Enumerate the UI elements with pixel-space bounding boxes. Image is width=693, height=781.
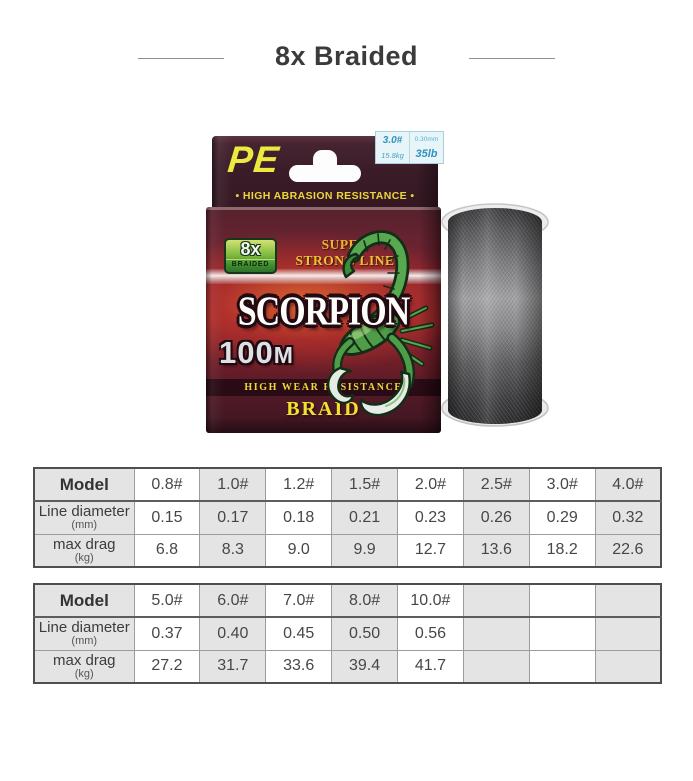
title-left-divider [138, 58, 224, 59]
badge-braided-label: BRAIDED [226, 259, 275, 270]
line-length-value: 100 [219, 335, 274, 370]
spec-row: Model 5.0# 6.0# 7.0# 8.0# 10.0# [33, 583, 662, 618]
spec-cell: 0.45 [265, 616, 333, 651]
spec-cell [528, 616, 596, 651]
spec-cell: 1.5# [331, 467, 398, 502]
spec-cell: 27.2 [133, 649, 201, 684]
spec-table-2: Model 5.0# 6.0# 7.0# 8.0# 10.0# Line diameter(… [33, 583, 662, 684]
braid-count-badge: 8x BRAIDED [224, 238, 277, 274]
spec-cell: 0.26 [462, 500, 530, 535]
page-title: 8x Braided [274, 41, 419, 71]
spec-cell: 0.23 [397, 500, 464, 535]
spec-cell: 10.0# [397, 583, 464, 618]
spec-cell: 0.15 [133, 500, 201, 535]
spec-cell [528, 583, 596, 618]
spool-photo [441, 203, 549, 427]
spec-cell: 0.8# [133, 467, 201, 502]
wear-resistance-label: HIGH WEAR RESISTANCE [206, 379, 441, 396]
row-label: Line diameter (mm) [33, 500, 135, 535]
spec-cell [594, 583, 662, 618]
spec-cell: 41.7 [397, 649, 464, 684]
line-length: 100M [219, 335, 294, 371]
hang-hole-notch [313, 150, 337, 168]
spec-row: Line diameter (mm) 0.15 0.17 0.18 0.21 0.23 0.2… [33, 500, 662, 535]
spec-cell: 6.0# [199, 583, 267, 618]
spec-cell [528, 649, 596, 684]
spec-cell: 0.18 [265, 500, 333, 535]
spec-cell [462, 616, 530, 651]
sticker-drag-lb: 35lb [415, 148, 438, 160]
scorpion-graphic [327, 230, 435, 417]
hang-hole [289, 150, 361, 182]
row-label: max drag (kg) [33, 649, 135, 684]
spec-cell: 9.0 [265, 533, 333, 568]
spec-row: max drag (kg) 27.2 31.7 33.6 39.4 41.7 [33, 649, 662, 684]
spec-row: max drag (kg) 6.8 8.3 9.0 9.9 12.7 13.6 18.2 22.6 [33, 533, 662, 568]
spec-cell: 0.50 [331, 616, 398, 651]
spec-cell: 0.37 [133, 616, 201, 651]
spec-cell: 9.9 [331, 533, 398, 568]
spec-cell: 8.3 [199, 533, 267, 568]
spec-cell: 0.21 [331, 500, 398, 535]
spec-table-1: Model 0.8# 1.0# 1.2# 1.5# 2.0# 2.5# 3.0# 4.0# Lin… [33, 467, 662, 568]
sticker-right-column: 0.30mm 35lb [410, 132, 443, 163]
spec-row: Model 0.8# 1.0# 1.2# 1.5# 2.0# 2.5# 3.0# 4.0# [33, 467, 662, 502]
row-label: max drag (kg) [33, 533, 135, 568]
spec-cell: 31.7 [199, 649, 267, 684]
title-right-divider [469, 58, 555, 59]
spec-cell: 13.6 [462, 533, 530, 568]
spec-cell [462, 583, 530, 618]
spec-cell: 2.5# [462, 467, 530, 502]
spec-cell [594, 649, 662, 684]
sticker-drag-kg: 15.8kg [381, 150, 404, 160]
spec-cell: 3.0# [528, 467, 596, 502]
spec-cell: 0.32 [594, 500, 662, 535]
spec-cell: 1.2# [265, 467, 333, 502]
spec-cell: 0.17 [199, 500, 267, 535]
spec-cell [594, 616, 662, 651]
spool-braid-body [448, 208, 542, 424]
spec-row: Line diameter (mm) 0.37 0.40 0.45 0.50 0.56 [33, 616, 662, 651]
brand-logo: PE [225, 139, 282, 180]
spec-cell: 6.8 [133, 533, 201, 568]
abrasion-resistance-label: • HIGH ABRASION RESISTANCE • [235, 190, 415, 202]
badge-8x-label: 8x [240, 239, 261, 259]
spec-cell: 12.7 [397, 533, 464, 568]
hang-hole-slot [289, 165, 361, 182]
spec-cell: 7.0# [265, 583, 333, 618]
product-box-front: 8x BRAIDED SUPER STRONG LINE [206, 207, 441, 433]
spec-cell: 0.56 [397, 616, 464, 651]
spec-cell: 39.4 [331, 649, 398, 684]
spec-cell: 4.0# [594, 467, 662, 502]
spec-cell: 0.40 [199, 616, 267, 651]
sticker-left-column: 3.0# 15.8kg [376, 132, 410, 163]
spec-cell: 1.0# [199, 467, 267, 502]
row-label: Line diameter (mm) [33, 616, 135, 651]
spec-cell: 8.0# [331, 583, 398, 618]
spec-cell: 33.6 [265, 649, 333, 684]
spec-cell: 22.6 [594, 533, 662, 568]
spec-cell: 0.29 [528, 500, 596, 535]
spec-cell: 5.0# [133, 583, 201, 618]
sticker-model: 3.0# [382, 135, 403, 147]
spec-cell [462, 649, 530, 684]
spec-cell: 2.0# [397, 467, 464, 502]
product-name: SCORPION [237, 289, 410, 335]
row-label: Model [33, 583, 135, 618]
size-sticker: 3.0# 15.8kg 0.30mm 35lb [375, 131, 444, 164]
spec-cell: 18.2 [528, 533, 596, 568]
sticker-diameter: 0.30mm [414, 136, 439, 143]
row-label: Model [33, 467, 135, 502]
line-length-unit: M [273, 342, 294, 368]
